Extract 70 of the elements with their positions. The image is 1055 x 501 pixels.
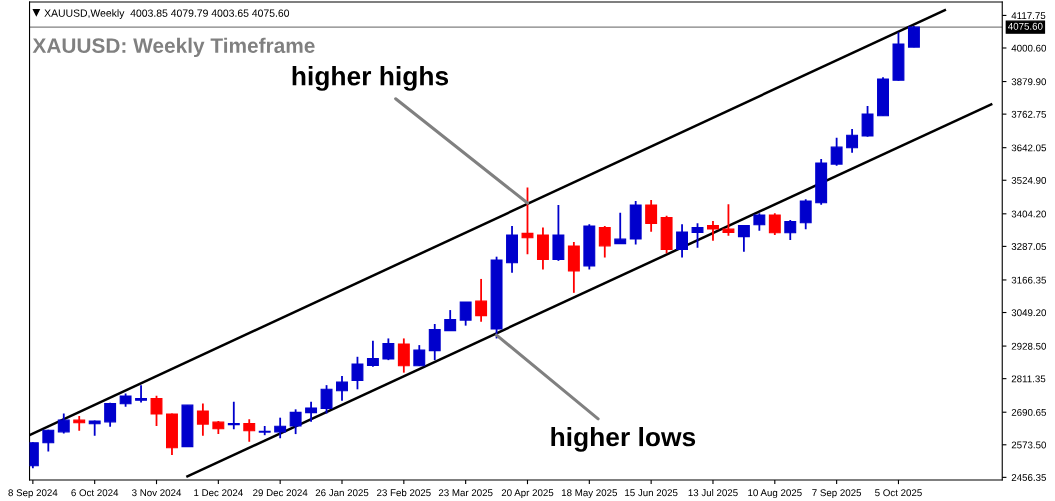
candlestick (413, 344, 426, 367)
x-tick-label: 13 Jul 2025 (688, 488, 738, 497)
candlestick (459, 301, 472, 327)
annotation: higher highs (292, 66, 449, 91)
y-tick-label: 3879.90 (1011, 78, 1047, 86)
candlestick (521, 186, 534, 256)
y-tick-label: 4000.60 (1011, 44, 1047, 52)
candlestick (351, 355, 364, 391)
x-tick-label: 1 Dec 2024 (194, 489, 243, 497)
candlestick (196, 402, 209, 437)
candlestick (799, 198, 812, 231)
y-tick-label: 3404.20 (1011, 210, 1047, 218)
x-tick-label: 5 Oct 2025 (875, 489, 922, 497)
ref-line-label: 4075.60 (1008, 22, 1043, 30)
candlestick (57, 412, 70, 435)
x-tick-label: 3 Nov 2024 (132, 489, 182, 497)
candlestick (784, 219, 797, 241)
candlestick (135, 384, 148, 404)
x-tick-label: 23 Mar 2025 (438, 489, 493, 497)
y-tick-label: 2573.50 (1011, 441, 1047, 449)
candlestick (598, 225, 611, 259)
candlestick (274, 416, 287, 440)
x-tick-label: 8 Sep 2024 (8, 489, 58, 499)
candlestick (150, 394, 163, 427)
candlestick (366, 339, 379, 368)
x-tick-label: 26 Jan 2025 (315, 489, 369, 497)
y-tick-label: 2456.35 (1011, 474, 1047, 481)
candlestick (104, 401, 117, 428)
x-tick-label: 15 Jun 2025 (625, 489, 678, 497)
x-tick-label: 10 Aug 2025 (748, 489, 802, 499)
text: XAUUSD: Weekly Timeframe (32, 37, 315, 58)
candlestick (227, 400, 240, 431)
candlestick (737, 224, 750, 253)
x-tick-label: 6 Oct 2024 (71, 489, 119, 497)
x-tick-label: 18 May 2025 (561, 489, 618, 499)
x-tick-label: 20 Apr 2025 (501, 489, 554, 499)
y-tick-label: 2928.50 (1011, 342, 1047, 350)
candlestick (830, 136, 843, 167)
candlestick (397, 337, 410, 374)
annotation: XAUUSD,Weekly 4003.85 4079.79 4003.65 4075.60 (44, 9, 290, 19)
candlestick (861, 105, 874, 138)
candlestick (336, 375, 348, 402)
candlestick (475, 278, 488, 323)
candlestick (691, 222, 704, 249)
y-tick-label: 3524.90 (1011, 176, 1047, 184)
y-tick-label: 3166.35 (1011, 276, 1047, 284)
candlestick (243, 418, 256, 443)
candlestick (768, 212, 781, 236)
candlestick (707, 220, 719, 242)
y-tick-label: 2690.65 (1011, 408, 1047, 416)
y-tick-label: 3049.20 (1011, 309, 1047, 317)
candlestick (676, 223, 689, 259)
candlestick (645, 199, 658, 233)
candlestick (289, 408, 302, 435)
candlestick (444, 309, 457, 332)
annotation: higher lows (551, 426, 696, 452)
y-tick-label: 3642.05 (1011, 144, 1047, 152)
x-tick-label: 29 Dec 2024 (253, 489, 308, 497)
y-tick-label: 2811.35 (1011, 375, 1046, 383)
y-tick-label: 3287.05 (1011, 243, 1047, 251)
y-tick-label: 3762.75 (1011, 110, 1047, 118)
x-tick-label: 23 Feb 2025 (377, 488, 431, 497)
candlestick (722, 203, 735, 237)
y-tick-label: 4117.75 (1011, 12, 1046, 20)
x-tick-label: 7 Sep 2025 (812, 489, 862, 499)
candlestick (614, 211, 627, 245)
candlestick (428, 323, 441, 362)
candlestick (305, 400, 318, 423)
candlestick (846, 128, 859, 154)
candlestick (320, 384, 333, 415)
